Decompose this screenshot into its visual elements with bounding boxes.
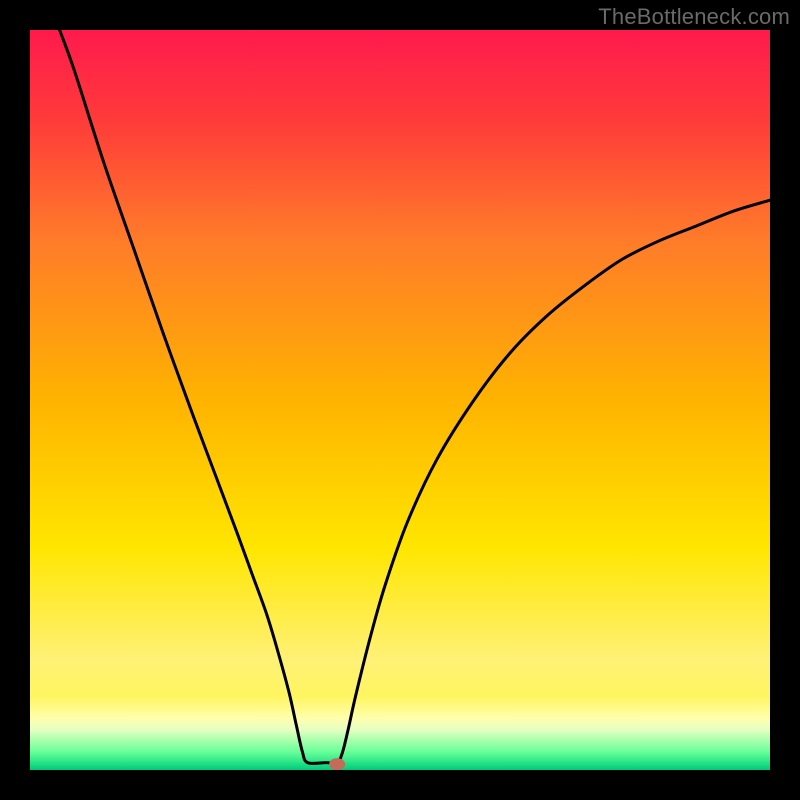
chart-container: TheBottleneck.com bbox=[0, 0, 800, 800]
brand-watermark: TheBottleneck.com bbox=[598, 4, 790, 30]
bottleneck-chart bbox=[0, 0, 800, 800]
plot-background bbox=[30, 30, 770, 770]
bottleneck-marker bbox=[329, 758, 345, 770]
